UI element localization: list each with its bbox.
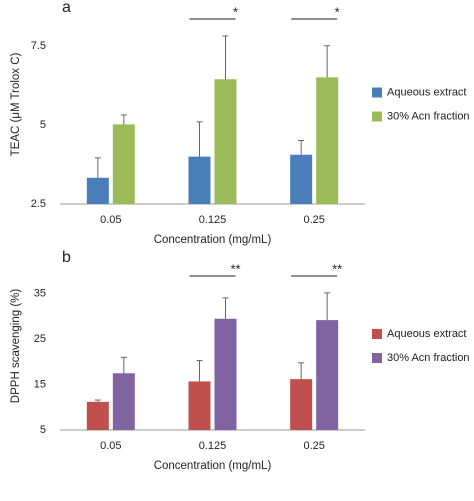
x-tick-label: 0.125: [199, 214, 227, 226]
legend-label: 30% Acn fraction: [387, 352, 470, 364]
legend-label: Aqueous extract: [387, 86, 467, 98]
y-axis-title: TEAC (μM Trolox C): [10, 52, 22, 156]
x-tick-label: 0.25: [303, 214, 324, 226]
bar: [112, 373, 135, 430]
legend-label: Aqueous extract: [387, 328, 467, 340]
legend-swatch: [372, 87, 382, 98]
legend-swatch: [372, 111, 382, 122]
y-tick-label: 5: [40, 424, 46, 436]
y-tick-label: 5: [40, 119, 46, 131]
y-tick-label: 25: [34, 333, 46, 345]
bar: [86, 177, 109, 204]
bar: [214, 79, 237, 204]
y-tick-label: 15: [34, 379, 46, 391]
bar: [214, 318, 237, 430]
panel-label: a: [62, 0, 71, 16]
panel-label: b: [62, 249, 71, 266]
y-tick-label: 2.5: [31, 198, 46, 210]
x-tick-label: 0.05: [100, 440, 121, 452]
bar: [188, 381, 211, 430]
bar: [290, 379, 313, 430]
bar: [290, 154, 313, 204]
legend-swatch: [372, 353, 382, 363]
bar: [112, 124, 135, 204]
x-tick-label: 0.125: [199, 440, 227, 452]
legend-swatch: [372, 329, 382, 339]
y-tick-label: 35: [34, 288, 46, 300]
bar: [316, 77, 339, 204]
x-tick-label: 0.25: [303, 440, 324, 452]
significance-label: **: [332, 261, 342, 276]
bar: [316, 320, 339, 430]
significance-label: *: [335, 4, 340, 19]
significance-label: *: [233, 4, 238, 19]
y-tick-label: 7.5: [31, 40, 46, 52]
x-tick-label: 0.05: [100, 214, 121, 226]
x-axis-title: Concentration (mg/mL): [154, 460, 272, 472]
significance-label: **: [230, 261, 240, 276]
legend-label: 30% Acn fraction: [387, 110, 470, 122]
bar: [188, 156, 211, 204]
bar: [86, 401, 109, 430]
x-axis-title: Concentration (mg/mL): [154, 234, 272, 246]
y-axis-title: DPPH scavenging (%): [10, 289, 22, 404]
